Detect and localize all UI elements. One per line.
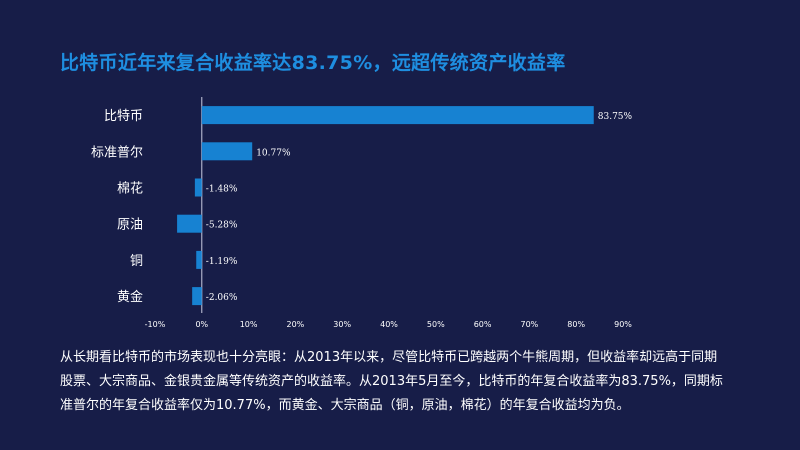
x-tick-label: 0% bbox=[195, 320, 208, 329]
category-label: 铜 bbox=[130, 254, 143, 269]
category-label: 黄金 bbox=[117, 289, 143, 305]
x-tick-label: -10% bbox=[145, 320, 166, 329]
x-tick-label: 40% bbox=[380, 320, 398, 329]
description-paragraph: 从长期看比特币的市场表现也十分亮眼：从2013年以来，尽管比特币已跨越两个牛熊周… bbox=[60, 346, 760, 418]
category-label: 原油 bbox=[117, 218, 143, 233]
paragraph-line: 准普尔的年复合收益率仅为10.77%，而黄金、大宗商品（铜，原油，棉花）的年复合… bbox=[60, 398, 630, 413]
data-label: 83.75% bbox=[598, 112, 633, 122]
bar bbox=[201, 106, 594, 125]
data-label: 10.77% bbox=[256, 148, 291, 158]
chart-title: 比特币近年来复合收益率达83.75%，远超传统资产收益率 bbox=[60, 52, 566, 74]
bar bbox=[196, 250, 202, 269]
x-tick-label: 10% bbox=[240, 320, 258, 329]
paragraph-line: 股票、大宗商品、金银贵金属等传统资产的收益率。从2013年5月至今，比特币的年复… bbox=[60, 374, 723, 389]
x-tick-label: 30% bbox=[333, 320, 351, 329]
bar-chart: 比特币 83.75% 标准普尔 10.77% 棉花 -1.48% 原油 -5.28% 铜 -1.1… bbox=[91, 97, 633, 329]
bar bbox=[201, 142, 253, 161]
bar bbox=[192, 287, 202, 306]
data-label: -2.06% bbox=[206, 293, 238, 303]
x-tick-label: 70% bbox=[521, 320, 539, 329]
category-label: 标准普尔 bbox=[91, 145, 143, 160]
data-label: -1.48% bbox=[206, 185, 238, 195]
data-label: -1.19% bbox=[206, 257, 238, 267]
x-tick-label: 90% bbox=[614, 320, 632, 329]
x-tick-label: 60% bbox=[474, 320, 492, 329]
category-label: 棉花 bbox=[117, 181, 143, 197]
data-label: -5.28% bbox=[206, 221, 238, 231]
category-label: 比特币 bbox=[104, 109, 143, 124]
x-tick-label: 20% bbox=[287, 320, 305, 329]
x-tick-label: 50% bbox=[427, 320, 445, 329]
x-tick-label: 80% bbox=[567, 320, 585, 329]
bar bbox=[177, 214, 202, 233]
bar bbox=[194, 178, 202, 197]
paragraph-line: 从长期看比特币的市场表现也十分亮眼：从2013年以来，尽管比特币已跨越两个牛熊周… bbox=[60, 350, 718, 365]
